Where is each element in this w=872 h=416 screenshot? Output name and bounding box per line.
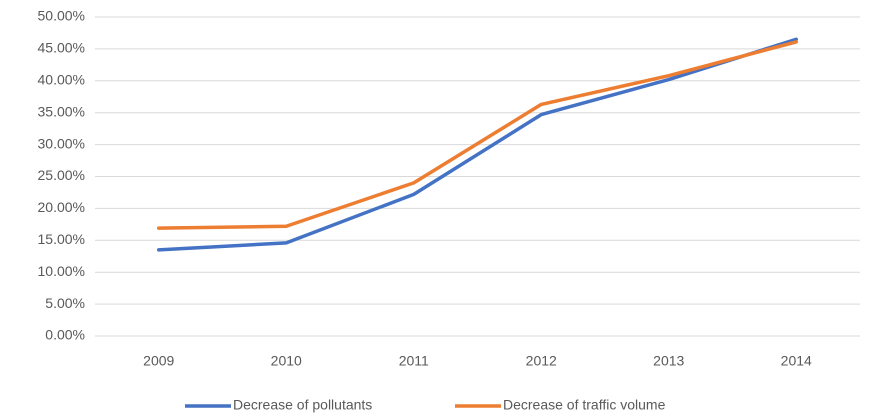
x-tick-label: 2012 bbox=[526, 353, 557, 369]
y-tick-label: 40.00% bbox=[38, 72, 85, 88]
y-tick-label: 15.00% bbox=[38, 231, 85, 247]
y-tick-label: 50.00% bbox=[38, 8, 85, 24]
legend-label: Decrease of traffic volume bbox=[503, 397, 666, 413]
y-tick-label: 25.00% bbox=[38, 167, 85, 183]
y-tick-label: 45.00% bbox=[38, 40, 85, 56]
y-tick-label: 35.00% bbox=[38, 103, 85, 119]
y-tick-label: 0.00% bbox=[45, 327, 85, 343]
x-tick-label: 2013 bbox=[653, 353, 684, 369]
series-line bbox=[157, 40, 798, 230]
y-tick-label: 10.00% bbox=[38, 263, 85, 279]
x-tick-label: 2010 bbox=[271, 353, 302, 369]
y-tick-label: 30.00% bbox=[38, 135, 85, 151]
series-line bbox=[157, 37, 798, 252]
x-tick-label: 2014 bbox=[781, 353, 812, 369]
y-tick-label: 5.00% bbox=[45, 295, 85, 311]
x-tick-label: 2009 bbox=[143, 353, 174, 369]
x-tick-label: 2011 bbox=[399, 353, 429, 369]
legend-label: Decrease of pollutants bbox=[233, 397, 372, 413]
y-tick-label: 20.00% bbox=[38, 199, 85, 215]
